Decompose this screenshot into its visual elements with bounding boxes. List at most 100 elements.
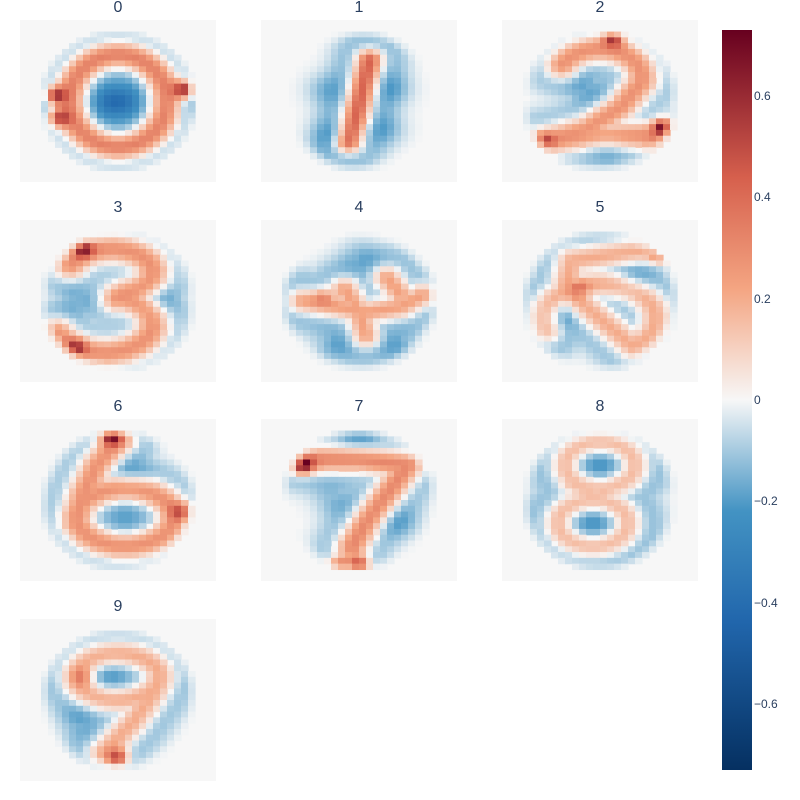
heatmap-cell — [422, 277, 430, 285]
heatmap-cell — [139, 54, 147, 62]
heatmap-cell — [366, 511, 374, 518]
heatmap-cell — [97, 711, 105, 718]
heatmap-cell — [572, 164, 580, 172]
heatmap-cell — [586, 164, 594, 172]
heatmap-cell — [303, 124, 311, 131]
heatmap-cell — [146, 653, 154, 661]
heatmap-cell — [544, 324, 552, 331]
heatmap-cell — [97, 43, 105, 50]
heatmap-cell — [62, 534, 70, 542]
heatmap-cell — [352, 505, 360, 513]
heatmap-cell — [352, 254, 360, 262]
heatmap-cell — [359, 147, 367, 154]
heatmap-cell — [607, 534, 615, 542]
heatmap-cell — [317, 335, 325, 343]
heatmap-cell — [663, 318, 671, 325]
heatmap-cell — [62, 318, 70, 325]
heatmap-cell — [401, 552, 409, 559]
heatmap-cell — [408, 312, 416, 319]
heatmap-cell — [352, 500, 360, 507]
heatmap-cell — [607, 329, 615, 337]
heatmap-cell — [544, 488, 552, 495]
heatmap-cell — [90, 665, 98, 672]
heatmap-cell — [422, 101, 430, 108]
heatmap-cell — [83, 734, 91, 742]
heatmap-cell — [635, 335, 643, 343]
heatmap-cell — [317, 48, 325, 56]
heatmap-cell — [331, 528, 339, 536]
heatmap-cell — [118, 54, 126, 62]
heatmap-cell — [174, 688, 182, 695]
heatmap-cell — [303, 306, 311, 314]
heatmap-cell — [359, 523, 367, 530]
heatmap-cell — [139, 37, 147, 44]
heatmap-cell — [146, 295, 154, 302]
heatmap-cell — [579, 324, 587, 331]
heatmap-cell — [69, 260, 77, 267]
heatmap-cell — [310, 505, 318, 513]
heatmap-cell — [139, 118, 147, 125]
heatmap-cell — [422, 301, 430, 308]
heatmap-cell — [352, 341, 360, 348]
heatmap-cell — [62, 523, 70, 530]
heatmap-cell — [537, 465, 545, 472]
heatmap-cell — [76, 488, 84, 495]
heatmap-cell — [635, 318, 643, 325]
heatmap-cell — [76, 647, 84, 655]
heatmap-cell — [586, 147, 594, 154]
heatmap-cell — [331, 471, 339, 478]
heatmap-cell — [572, 77, 580, 85]
heatmap-cell — [324, 528, 332, 536]
heatmap-cell — [55, 301, 63, 308]
heatmap-cell — [429, 306, 437, 314]
heatmap-cell — [387, 77, 395, 85]
heatmap-cell — [366, 283, 374, 291]
heatmap-cell — [621, 118, 629, 125]
heatmap-cell — [303, 83, 311, 91]
heatmap-cell — [125, 488, 133, 495]
heatmap-cell — [62, 665, 70, 672]
heatmap-cell — [324, 534, 332, 542]
heatmap-cell — [572, 517, 580, 524]
heatmap-cell — [565, 153, 573, 160]
heatmap-cell — [649, 476, 657, 484]
heatmap-cell — [104, 540, 112, 547]
heatmap-cell — [366, 37, 374, 44]
heatmap-cell — [366, 153, 374, 160]
heatmap-cell — [635, 95, 643, 102]
heatmap-cell — [380, 324, 388, 331]
heatmap-cell — [90, 101, 98, 108]
heatmap-cell — [614, 295, 622, 302]
heatmap-cell — [628, 66, 636, 73]
heatmap-cell — [41, 301, 49, 308]
heatmap-cell — [394, 254, 402, 262]
heatmap-cell — [153, 124, 161, 131]
heatmap-cell — [614, 243, 622, 250]
heatmap-cell — [104, 488, 112, 495]
heatmap-cell — [48, 488, 56, 495]
heatmap-cell — [111, 289, 119, 296]
heatmap-cell — [572, 48, 580, 56]
heatmap-cell — [607, 341, 615, 348]
heatmap-cell — [139, 546, 147, 553]
heatmap-cell — [62, 671, 70, 678]
heatmap-cell — [628, 517, 636, 524]
heatmap-cell — [83, 757, 91, 765]
heatmap-cell — [387, 494, 395, 501]
heatmap-cell — [551, 248, 559, 256]
heatmap-cell — [401, 505, 409, 513]
heatmap-cell — [289, 494, 297, 501]
heatmap-cell — [380, 95, 388, 102]
heatmap-cell — [289, 471, 297, 478]
heatmap-cell — [635, 237, 643, 244]
heatmap-cell — [153, 272, 161, 279]
heatmap-cell — [530, 306, 538, 314]
heatmap-cell — [408, 77, 416, 85]
heatmap-cell — [111, 671, 119, 678]
heatmap-cell — [62, 505, 70, 513]
heatmap-cell — [181, 705, 189, 713]
heatmap-cell — [97, 243, 105, 250]
heatmap-cell — [83, 358, 91, 366]
heatmap-cell — [310, 306, 318, 314]
heatmap-cell — [338, 430, 346, 437]
